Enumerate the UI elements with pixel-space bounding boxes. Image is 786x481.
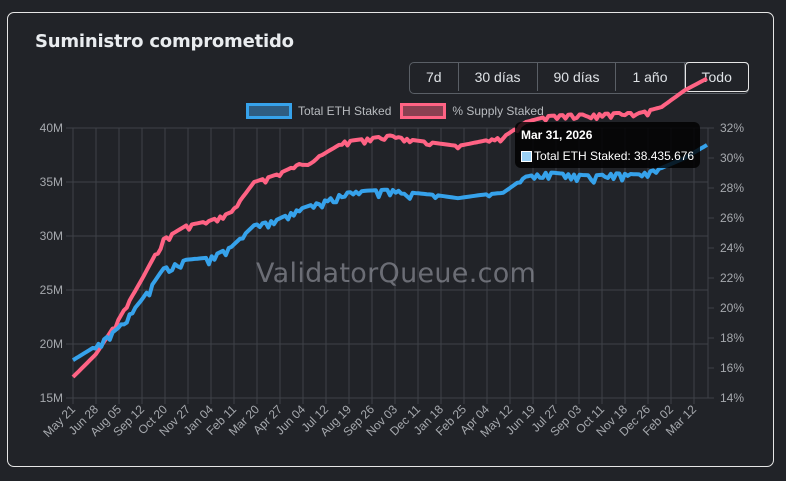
series-eth-staked-line bbox=[71, 143, 709, 362]
chart-tooltip: Mar 31, 2026 Total ETH Staked: 38.435.67… bbox=[515, 122, 700, 168]
y-left-tick-label: 35M bbox=[40, 175, 63, 189]
y-right-tick-label: 16% bbox=[720, 361, 744, 375]
y-right-tick-label: 30% bbox=[720, 151, 744, 165]
y-left-tick-label: 25M bbox=[40, 283, 63, 297]
range-30d-button[interactable]: 30 días bbox=[459, 63, 538, 91]
y-left-tick-label: 40M bbox=[40, 121, 63, 135]
legend-item-supply-staked[interactable]: % Supply Staked bbox=[400, 103, 544, 119]
legend-swatch-supply bbox=[400, 103, 447, 119]
legend-label-eth: Total ETH Staked bbox=[298, 104, 392, 118]
y-right-tick-label: 32% bbox=[720, 121, 744, 135]
chart-lines bbox=[71, 76, 709, 379]
tooltip-row: Total ETH Staked: 38.435.676 bbox=[521, 149, 694, 163]
supply-staked-card bbox=[7, 12, 774, 467]
legend-label-supply: % Supply Staked bbox=[452, 104, 544, 118]
y-left-tick-label: 20M bbox=[40, 337, 63, 351]
range-90d-button[interactable]: 90 días bbox=[538, 63, 617, 91]
range-all-button[interactable]: Todo bbox=[684, 62, 749, 92]
time-range-selector: 7d 30 días 90 días 1 año Todo bbox=[409, 62, 749, 94]
tooltip-swatch bbox=[521, 150, 532, 162]
y-left-tick-label: 15M bbox=[40, 391, 63, 405]
y-right-tick-label: 14% bbox=[720, 391, 744, 405]
range-7d-button[interactable]: 7d bbox=[410, 63, 459, 91]
chart-legend: Total ETH Staked % Supply Staked bbox=[246, 103, 553, 119]
card-title: Suministro comprometido bbox=[35, 31, 294, 52]
range-1y-button[interactable]: 1 año bbox=[616, 63, 685, 91]
y-right-tick-label: 28% bbox=[720, 181, 744, 195]
tooltip-value: Total ETH Staked: 38.435.676 bbox=[534, 149, 695, 163]
y-right-tick-label: 24% bbox=[720, 241, 744, 255]
watermark: ValidatorQueue.com bbox=[256, 258, 537, 289]
y-axis-left: 15M 20M 25M 30M 35M 40M bbox=[40, 121, 63, 405]
y-right-tick-label: 22% bbox=[720, 271, 744, 285]
y-right-tick-label: 18% bbox=[720, 331, 744, 345]
series-supply-staked-line bbox=[71, 76, 708, 379]
y-right-tick-label: 20% bbox=[720, 301, 744, 315]
tooltip-date: Mar 31, 2026 bbox=[521, 128, 593, 142]
y-right-tick-label: 26% bbox=[720, 211, 744, 225]
legend-swatch-eth bbox=[246, 103, 292, 119]
y-left-tick-label: 30M bbox=[40, 229, 63, 243]
y-axis-right: 14% 16% 18% 20% 22% 24% 26% 28% 30% 32% bbox=[720, 121, 744, 405]
legend-item-eth-staked[interactable]: Total ETH Staked bbox=[246, 103, 391, 119]
